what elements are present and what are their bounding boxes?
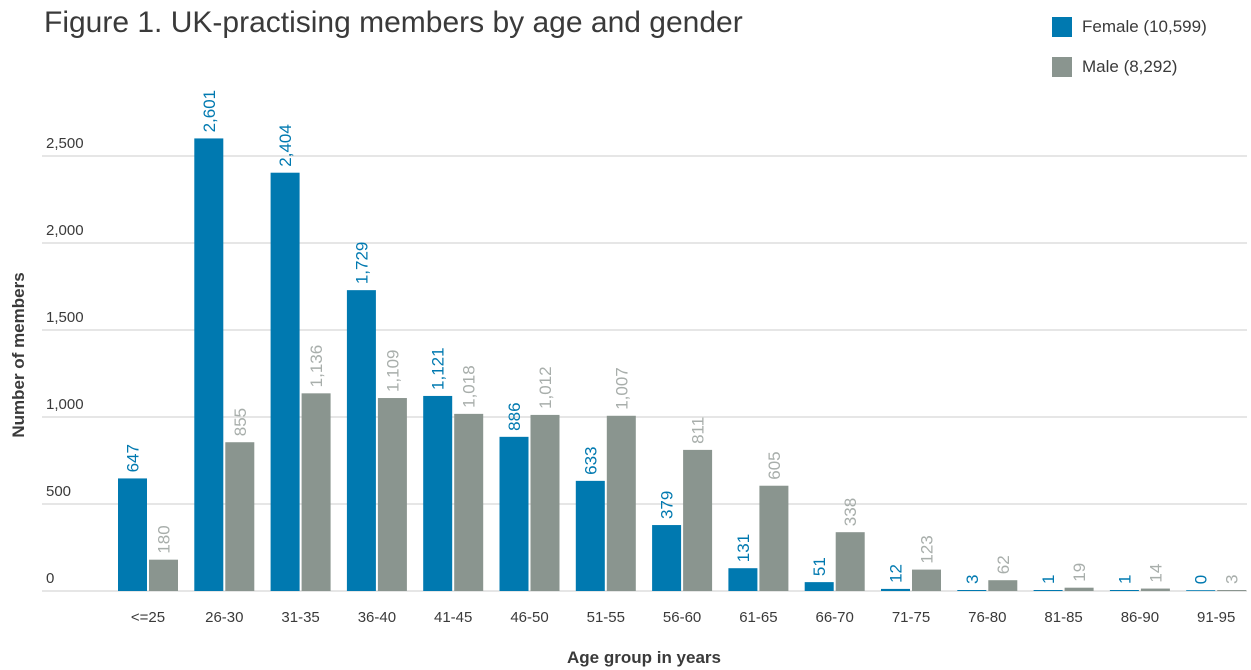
- x-tick-label: 91-95: [1197, 609, 1235, 626]
- bar-female: [1033, 590, 1063, 591]
- bar-female: [194, 138, 224, 591]
- x-tick-label: 31-35: [281, 609, 319, 626]
- data-label-female: 51: [810, 557, 829, 576]
- x-tick-label: 26-30: [205, 609, 243, 626]
- bar-male: [1217, 590, 1247, 591]
- data-label-female: 2,601: [200, 90, 219, 133]
- data-label-female: 886: [505, 402, 524, 430]
- bar-male: [301, 393, 331, 591]
- y-tick-label: 2,500: [46, 135, 84, 152]
- bar-male: [377, 398, 407, 591]
- data-label-male: 180: [155, 525, 174, 553]
- data-label-male: 3: [1223, 575, 1242, 584]
- data-label-male: 62: [994, 555, 1013, 574]
- data-label-female: 131: [734, 534, 753, 562]
- x-tick-label: 71-75: [892, 609, 930, 626]
- legend-item-male: Male (8,292): [1052, 57, 1177, 77]
- x-tick-label: <=25: [131, 609, 165, 626]
- data-label-male: 811: [689, 417, 708, 444]
- bar-male: [454, 413, 484, 591]
- bar-female: [423, 395, 453, 591]
- data-label-female: 12: [887, 564, 906, 583]
- y-tick-label: 0: [46, 570, 54, 587]
- x-tick-label: 61-65: [739, 609, 777, 626]
- chart-title: Figure 1. UK-practising members by age a…: [44, 6, 743, 39]
- bar-male: [683, 449, 713, 591]
- data-label-male: 1,136: [307, 345, 326, 388]
- bar-female: [957, 590, 987, 591]
- legend-swatch-female: [1052, 17, 1072, 37]
- bar-female: [346, 290, 376, 591]
- data-label-male: 855: [231, 408, 250, 436]
- x-tick-label: 41-45: [434, 609, 472, 626]
- legend-label-female: Female (10,599): [1082, 17, 1207, 36]
- data-label-female: 633: [581, 446, 600, 474]
- y-tick-label: 2,000: [46, 222, 84, 239]
- bar-male: [530, 414, 560, 591]
- bar-female: [575, 480, 605, 591]
- bar-male: [1064, 587, 1094, 591]
- x-tick-label: 81-85: [1044, 609, 1082, 626]
- bar-female: [881, 588, 910, 591]
- data-label-female: 1: [1039, 575, 1058, 584]
- data-label-male: 1,012: [536, 366, 555, 409]
- x-tick-label: 76-80: [968, 609, 1006, 626]
- x-tick-label: 46-50: [510, 609, 548, 626]
- data-label-male: 14: [1146, 564, 1165, 583]
- data-label-female: 647: [124, 444, 143, 472]
- legend-label-male: Male (8,292): [1082, 57, 1178, 76]
- bar-male: [606, 415, 636, 591]
- bar-male: [912, 569, 941, 591]
- data-label-male: 1,109: [383, 349, 402, 392]
- data-label-male: 605: [765, 451, 784, 479]
- data-label-female: 1: [1115, 575, 1134, 584]
- bar-female: [499, 436, 529, 591]
- data-label-female: 379: [658, 491, 677, 519]
- bar-female: [1109, 590, 1139, 591]
- data-label-female: 0: [1192, 575, 1211, 584]
- legend-item-female: Female (10,599): [1052, 17, 1207, 37]
- y-tick-label: 500: [46, 483, 71, 500]
- bar-female: [118, 478, 147, 591]
- bar-female: [270, 172, 300, 592]
- x-tick-label: 56-60: [663, 609, 701, 626]
- x-tick-label: 36-40: [358, 609, 396, 626]
- data-label-male: 1,018: [460, 365, 479, 408]
- data-label-female: 1,729: [352, 242, 371, 285]
- data-label-male: 19: [1070, 563, 1089, 582]
- data-label-male: 123: [918, 535, 937, 563]
- data-label-female: 1,121: [429, 347, 448, 390]
- y-tick-label: 1,000: [46, 396, 84, 413]
- y-tick-label: 1,500: [46, 309, 84, 326]
- x-axis-title: Age group in years: [567, 648, 721, 667]
- bar-female: [652, 525, 682, 591]
- legend-swatch-male: [1052, 57, 1072, 77]
- x-tick-label: 86-90: [1121, 609, 1159, 626]
- y-axis-title: Number of members: [9, 272, 28, 437]
- bar-female: [728, 568, 758, 591]
- x-tick-label: 66-70: [816, 609, 854, 626]
- data-label-male: 338: [841, 498, 860, 526]
- bar-male: [759, 485, 789, 591]
- bar-male: [988, 580, 1018, 591]
- bar-male: [1140, 588, 1170, 591]
- bar-male: [149, 559, 178, 591]
- bar-male: [835, 532, 865, 591]
- data-label-female: 3: [963, 575, 982, 584]
- x-tick-label: 51-55: [587, 609, 625, 626]
- bar-male: [225, 442, 255, 591]
- data-label-female: 2,404: [276, 124, 295, 167]
- bar-female: [804, 582, 834, 591]
- bar-female: [1186, 590, 1216, 591]
- data-label-male: 1,007: [612, 367, 631, 410]
